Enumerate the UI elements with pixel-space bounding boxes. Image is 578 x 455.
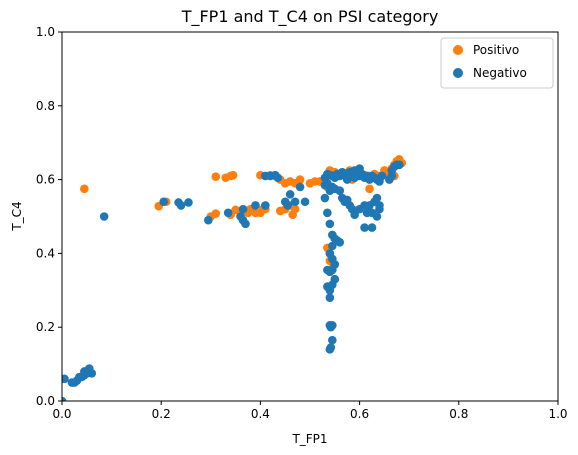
point-negativo-90	[335, 238, 345, 247]
plot-frame	[61, 31, 559, 402]
point-negativo-34	[295, 182, 305, 192]
point-negativo-16	[176, 201, 186, 210]
legend-label-negativo: Negativo	[473, 66, 527, 80]
point-negativo-82	[360, 223, 369, 232]
point-negativo-35	[300, 197, 310, 207]
point-negativo-32	[285, 190, 295, 199]
y-axis: 0.0 0.2 0.4 0.6 0.8 1.0	[36, 25, 62, 408]
point-negativo-1	[62, 374, 69, 384]
point-positivo-30	[290, 204, 300, 214]
point-negativo-101	[325, 286, 335, 295]
point-negativo-81	[372, 212, 382, 221]
point-negativo-59	[377, 171, 387, 181]
point-negativo-31	[283, 201, 292, 210]
legend: Positivo Negativo	[440, 37, 554, 89]
point-negativo-24	[251, 201, 260, 210]
point-negativo-105	[326, 322, 336, 332]
point-negativo-113	[394, 160, 404, 170]
point-positivo-0	[80, 184, 89, 194]
point-negativo-25	[261, 201, 270, 210]
point-negativo-91	[328, 241, 337, 251]
point-negativo-19	[223, 208, 233, 218]
point-negativo-65	[335, 186, 345, 195]
chart-title: T_FP1 and T_C4 on PSI category	[181, 7, 439, 27]
legend-marker-positivo	[453, 45, 463, 55]
point-negativo-97	[323, 265, 332, 275]
x-tick-label: 1.0	[548, 407, 567, 421]
point-negativo-17	[184, 198, 193, 207]
point-negativo-106	[328, 335, 337, 345]
point-negativo-117	[355, 164, 364, 173]
point-negativo-102	[325, 293, 335, 302]
point-negativo-18	[204, 215, 213, 225]
x-axis: 0.0 0.2 0.4 0.6 0.8 1.0	[52, 401, 568, 421]
x-tick-label: 0.0	[52, 407, 71, 421]
point-positivo-25	[295, 175, 305, 184]
point-negativo-86	[325, 219, 335, 229]
point-positivo-4	[211, 209, 221, 218]
legend-box	[440, 37, 554, 89]
point-negativo-108	[326, 343, 336, 352]
y-tick-label: 0.8	[36, 99, 55, 113]
point-positivo-5	[211, 172, 221, 181]
point-negativo-11	[87, 369, 97, 378]
point-negativo-12	[80, 367, 89, 376]
point-negativo-23	[238, 204, 248, 214]
x-tick-label: 0.6	[350, 407, 369, 421]
point-negativo-83	[367, 223, 377, 232]
x-tick-label: 0.8	[449, 407, 468, 421]
point-negativo-85	[323, 208, 332, 218]
x-tick-label: 0.4	[251, 407, 270, 421]
y-tick-label: 0.6	[36, 173, 55, 187]
y-tick-label: 0.2	[36, 320, 55, 334]
legend-label-positivo: Positivo	[473, 43, 519, 57]
point-negativo-80	[375, 201, 384, 210]
legend-marker-negativo	[453, 68, 463, 78]
y-tick-label: 0.4	[36, 246, 55, 260]
point-negativo-33	[290, 197, 300, 207]
y-tick-label: 1.0	[36, 25, 55, 39]
point-negativo-84	[320, 193, 330, 203]
point-negativo-114	[387, 166, 397, 175]
point-negativo-13	[99, 212, 109, 221]
x-tick-label: 0.2	[152, 407, 171, 421]
points-layer	[62, 155, 407, 401]
point-negativo-22	[241, 219, 250, 229]
y-axis-label: T_C4	[10, 201, 24, 231]
x-axis-label: T_FP1	[291, 432, 327, 446]
point-negativo-0	[62, 396, 67, 401]
point-negativo-29	[273, 173, 283, 183]
point-positivo-63	[365, 184, 374, 194]
point-positivo-8	[228, 170, 238, 180]
y-tick-label: 0.0	[36, 394, 55, 408]
point-negativo-78	[372, 193, 382, 203]
point-negativo-14	[159, 197, 168, 207]
point-negativo-71	[350, 210, 359, 219]
